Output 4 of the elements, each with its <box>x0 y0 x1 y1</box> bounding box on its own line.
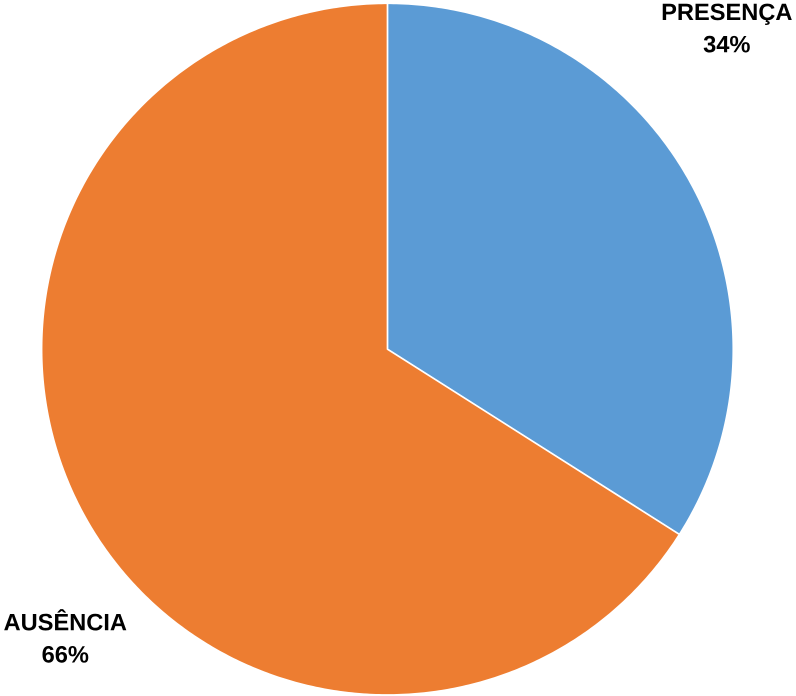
slice-label: PRESENÇA <box>662 4 792 26</box>
data-label: 34% <box>704 36 750 53</box>
data-label: 66% <box>42 646 88 663</box>
slice-label: AUSÊNCIA <box>4 609 126 631</box>
